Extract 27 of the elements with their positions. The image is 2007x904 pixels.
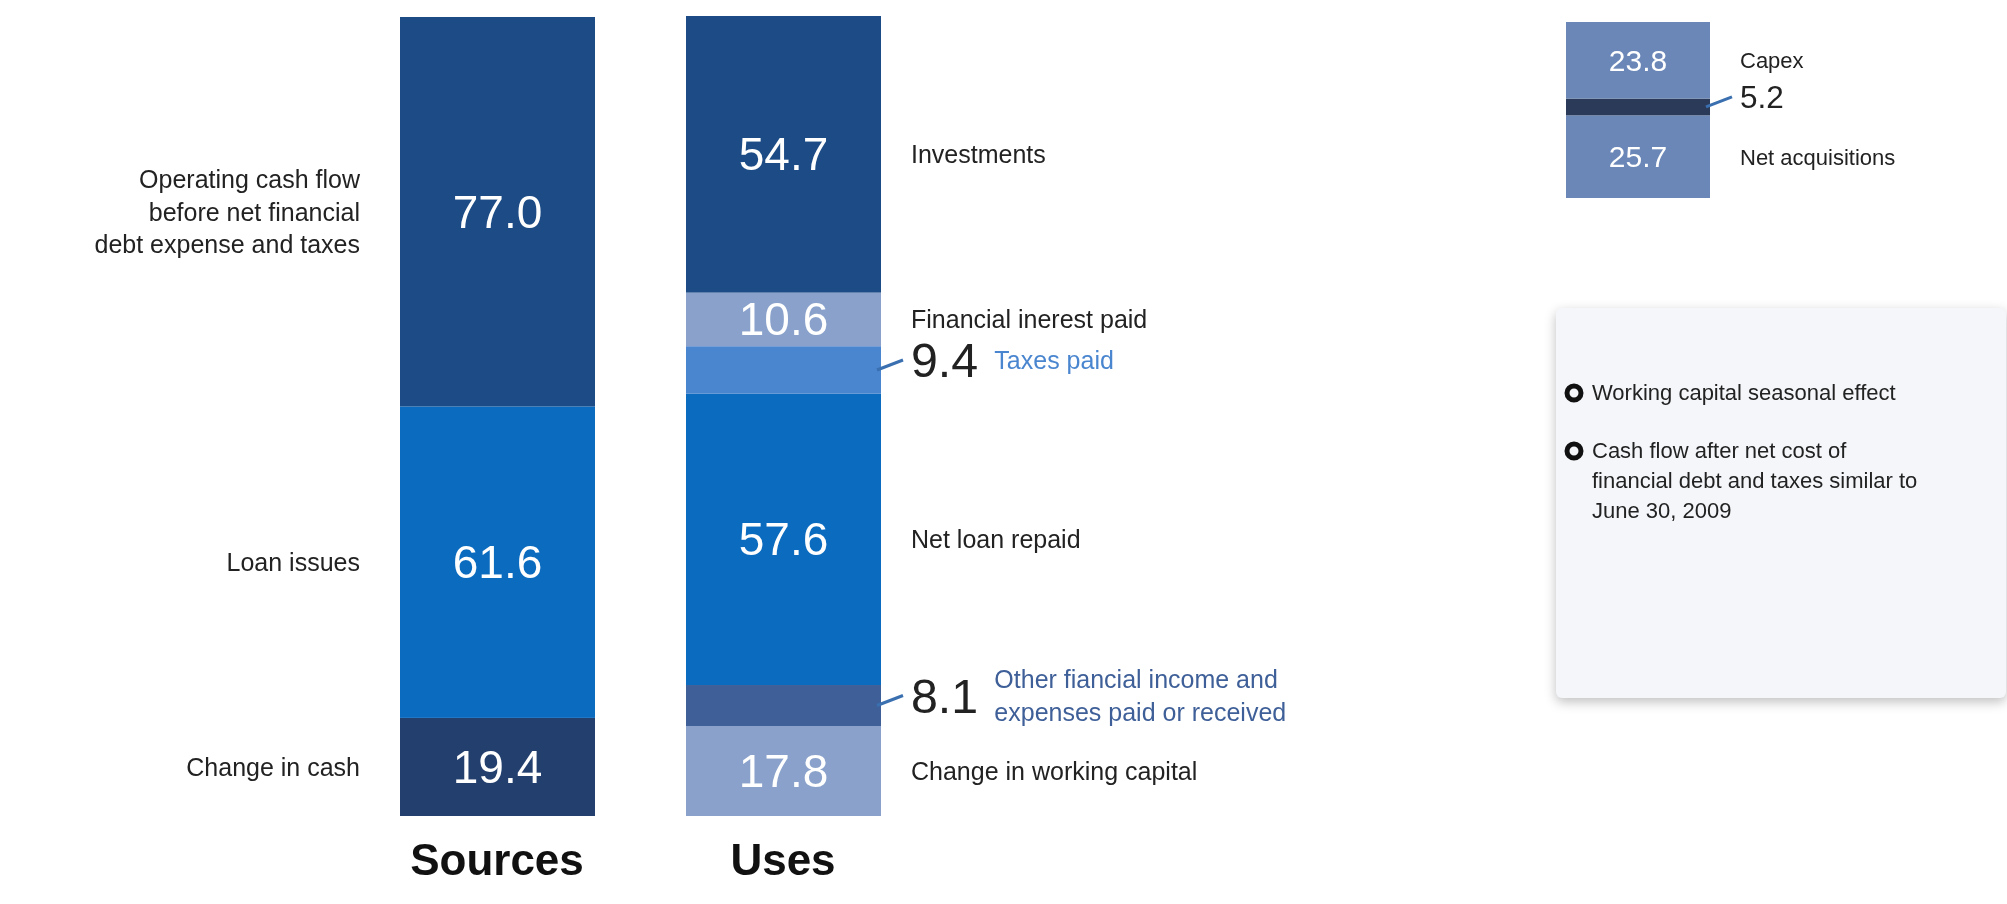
x-tick-label: Uses	[730, 835, 836, 885]
data-label: 61.6	[452, 536, 543, 589]
text: Taxes paid	[994, 345, 1114, 374]
series-label: Change in cash	[186, 752, 360, 781]
data-label: 17.8	[738, 744, 829, 797]
data-label: 54.7	[738, 128, 829, 181]
series-label: Loan issues	[226, 548, 360, 577]
data-label: 5.2	[1740, 78, 1784, 115]
data-label: 10.6	[738, 293, 829, 346]
series-label: Operating cash flow before net financial debt expense and taxes	[94, 165, 361, 259]
text: Other fiancial income and expenses paid or received	[994, 665, 1287, 726]
series-label: Change in working capital	[911, 756, 1198, 785]
series-label: Investments	[911, 140, 1046, 169]
text: Working capital seasonal effect	[1592, 379, 1896, 407]
data-label: 8.1	[911, 668, 979, 723]
data-label: 77.0	[452, 185, 543, 238]
data-label: 25.7	[1608, 140, 1668, 174]
series-label: Financial inerest paid	[911, 305, 1148, 334]
x-tick-label: Sources	[410, 835, 584, 885]
series-label: Capex	[1740, 47, 1804, 73]
series-label: Net loan repaid	[911, 525, 1081, 554]
data-label: 19.4	[452, 740, 543, 793]
series-label: Net acquisitions	[1740, 144, 1896, 170]
data-label: 23.8	[1608, 43, 1668, 77]
text: Cash flow after net cost of financial debt and taxes similar to June 30, 2009	[1592, 437, 1919, 525]
data-label: 57.6	[738, 513, 829, 566]
data-label: 9.4	[911, 332, 979, 387]
